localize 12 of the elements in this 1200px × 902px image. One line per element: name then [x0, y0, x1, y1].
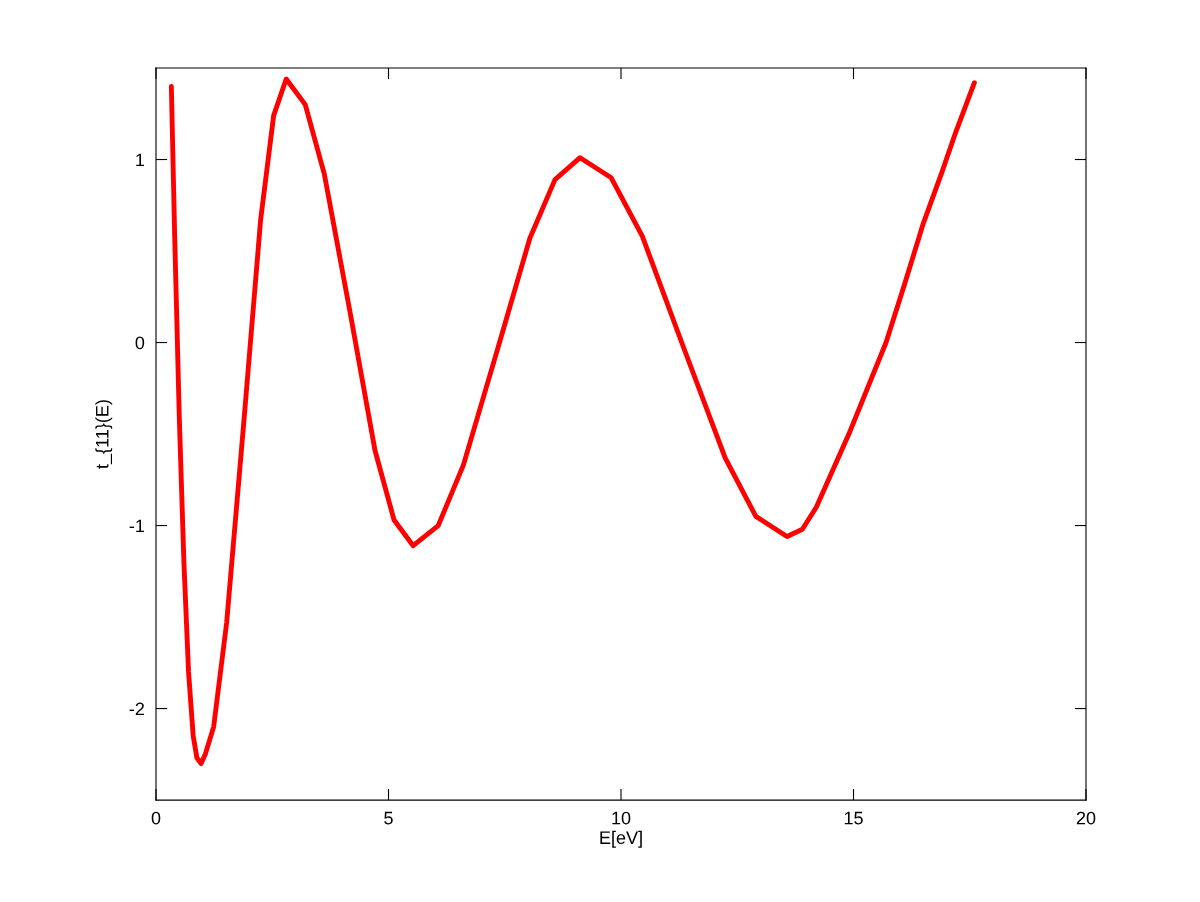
x-tick-label: 15: [844, 811, 863, 825]
x-axis-title: E[eV]: [600, 830, 642, 848]
x-tick-label: 10: [612, 811, 631, 825]
x-tick-label: 5: [384, 811, 393, 825]
y-tick-label: -1: [129, 519, 145, 533]
y-tick-label: 0: [135, 336, 145, 350]
line-series: [168, 76, 977, 766]
y-tick-label: -2: [129, 702, 144, 716]
y-tick-label: 1: [136, 153, 145, 167]
x-tick-label: 0: [151, 811, 161, 825]
x-tick-label: 20: [1076, 811, 1096, 825]
y-axis-title: t_{11}(E): [95, 400, 113, 469]
